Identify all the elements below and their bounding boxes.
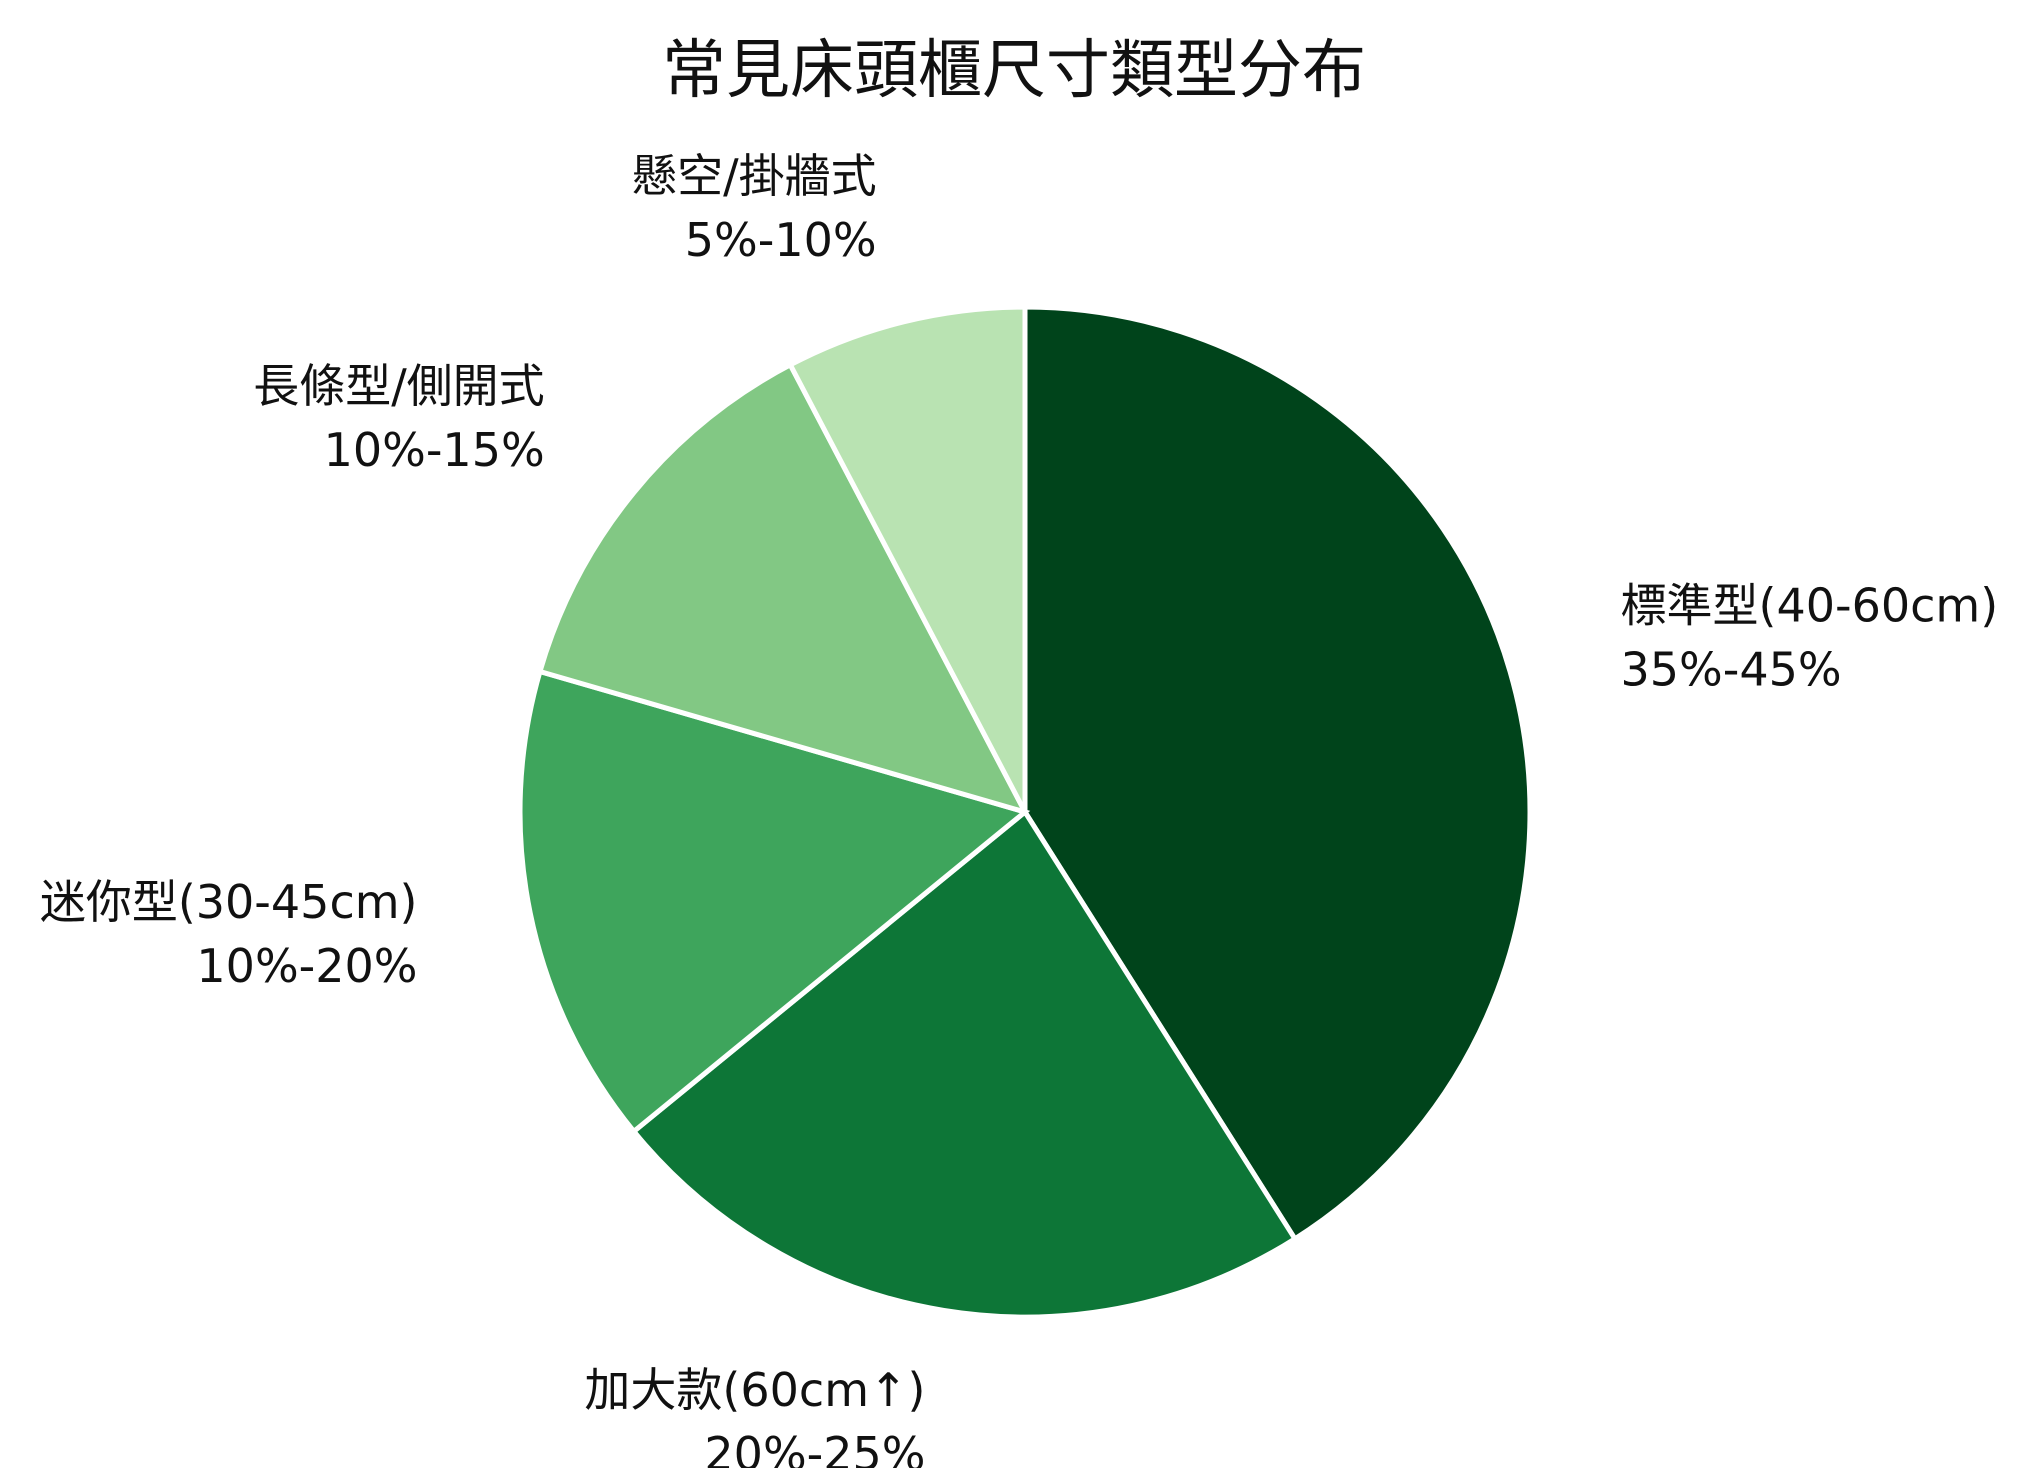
slice-label-range: 10%-20% [196,939,417,993]
pie-slice-3 [517,668,1031,1135]
pie-slice-4 [536,361,1030,817]
slice-label-name: 迷你型(30-45cm) [40,875,418,929]
pie-slice-2 [630,808,1299,1320]
slice-label-range: 5%-10% [685,213,877,267]
slice-label-1: 標準型(40-60cm) 35%-45% [1621,579,1999,697]
pie-slices [517,304,1533,1320]
slice-label-name: 加大款(60cm↑) [584,1363,925,1417]
slice-label-name: 懸空/掛牆式 [631,149,877,203]
slice-label-5: 懸空/掛牆式 5%-10% [631,149,877,267]
slice-label-range: 35%-45% [1621,643,1842,697]
chart-title: 常見床頭櫃尺寸類型分布 [662,34,1366,108]
pie-slice-1 [1022,304,1533,1243]
slice-label-2: 加大款(60cm↑) 20%-25% [584,1363,925,1468]
pie-slice-5 [786,304,1028,814]
pie-labels: 標準型(40-60cm) 35%-45% 加大款(60cm↑) 20%-25% 迷你型(… [40,149,1998,1468]
slice-label-name: 長條型/側開式 [253,359,545,413]
slice-label-range: 20%-25% [704,1427,925,1468]
slice-label-4: 長條型/側開式 10%-15% [253,359,545,477]
slice-label-3: 迷你型(30-45cm) 10%-20% [40,875,418,993]
slice-label-range: 10%-15% [324,423,545,477]
slice-label-name: 標準型(40-60cm) [1621,579,1999,633]
